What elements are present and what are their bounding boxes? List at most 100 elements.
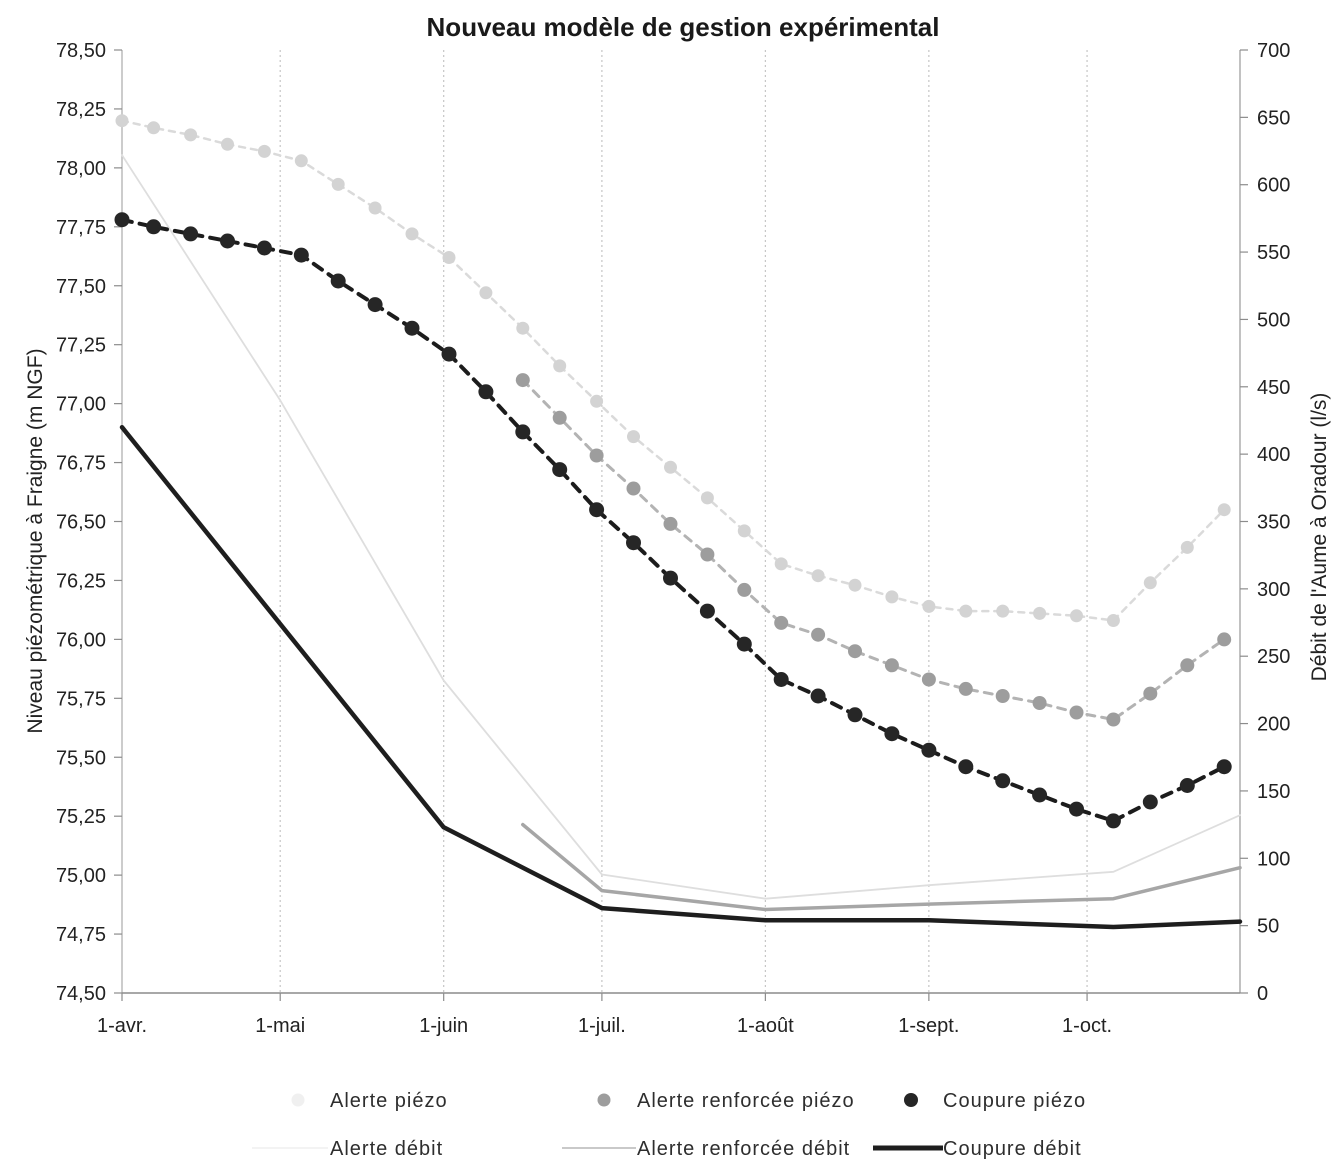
right-axis-ticks: 0 50 100 150 200 250 300 350 400 450 500 550 600 650 7… — [1240, 40, 1290, 1005]
legend-label-alerte-renforcee-piezo: Alerte renforcée piézo — [637, 1090, 855, 1112]
right-tick-label: 200 — [1257, 714, 1290, 736]
coupure-debit-line — [119, 424, 1243, 930]
coupure-piezo-point — [1069, 801, 1084, 817]
coupure-piezo-point — [884, 726, 900, 742]
alerte-piezo-point — [516, 321, 530, 335]
coupure-piezo-point — [183, 226, 199, 242]
right-tick-label: 100 — [1257, 848, 1290, 870]
coupure-piezo-point — [1179, 778, 1195, 793]
coupure-piezo-point — [626, 535, 641, 551]
coupure-piezo-point — [515, 424, 531, 440]
alerte-piezo-point — [1217, 503, 1231, 517]
alerte-renforcee-piezo-point — [1180, 658, 1195, 673]
coupure-piezo-point — [773, 672, 789, 687]
x-tick-label: 1-mai — [255, 1015, 305, 1037]
right-tick-label: 350 — [1257, 512, 1290, 534]
coupure-piezo-point — [146, 219, 162, 235]
alerte-piezo-point — [885, 590, 899, 604]
right-tick-label: 300 — [1257, 579, 1290, 601]
left-tick-label: 77,50 — [56, 276, 106, 298]
coupure-piezo-point — [663, 570, 678, 586]
alerte-piezo-point — [774, 557, 788, 571]
vertical-gridlines — [279, 50, 1088, 993]
alerte-piezo-point — [590, 394, 604, 408]
alerte-renforcee-piezo-point — [1106, 712, 1121, 727]
series-coupure-debit — [119, 424, 1243, 930]
alerte-debit-line — [121, 154, 1241, 900]
alerte-piezo-point — [664, 460, 677, 474]
alerte-renforcee-debit-line — [521, 822, 1242, 912]
left-tick-label: 74,75 — [56, 924, 106, 946]
right-tick-label: 50 — [1257, 916, 1279, 938]
alerte-renforcee-piezo-point — [737, 582, 752, 597]
alerte-piezo-point — [922, 599, 936, 613]
right-tick-label: 700 — [1257, 40, 1290, 62]
alerte-piezo-point — [1143, 576, 1157, 590]
alerte-renforcee-piezo-point — [700, 547, 715, 562]
left-tick-label: 77,25 — [56, 335, 106, 357]
right-tick-label: 250 — [1257, 646, 1290, 668]
x-tick-label: 1-juin — [419, 1015, 468, 1037]
coupure-piezo-point — [330, 273, 346, 289]
alerte-renforcee-piezo-point — [884, 658, 899, 673]
alerte-renforcee-piezo-point — [811, 627, 826, 642]
coupure-piezo-point — [256, 240, 272, 256]
coupure-piezo-point — [114, 212, 130, 228]
right-tick-label: 500 — [1257, 309, 1290, 331]
alerte-piezo-point — [737, 524, 751, 538]
alerte-piezo-point — [442, 251, 456, 264]
alerte-piezo-point — [811, 569, 825, 583]
coupure-piezo-point — [220, 233, 235, 249]
series-coupure-piezo — [114, 212, 1232, 829]
alerte-renforcee-piezo-point — [848, 644, 862, 659]
alerte-piezo-point — [848, 578, 862, 592]
alerte-renforcee-piezo-point — [774, 615, 789, 630]
left-tick-label: 76,75 — [56, 453, 106, 475]
right-tick-label: 550 — [1257, 242, 1290, 264]
left-tick-label: 76,00 — [56, 629, 106, 651]
left-tick-label: 75,25 — [56, 806, 106, 828]
right-tick-label: 0 — [1257, 983, 1268, 1005]
legend-label-alerte-renforcee-debit: Alerte renforcée débit — [637, 1138, 850, 1160]
alerte-piezo-point — [1180, 540, 1194, 554]
series-alerte-renforcee-piezo — [515, 373, 1232, 727]
alerte-piezo-point — [1106, 614, 1120, 627]
alerte-piezo-point — [627, 430, 640, 444]
legend-label-coupure-debit: Coupure débit — [943, 1138, 1082, 1160]
alerte-renforcee-piezo-point — [515, 373, 530, 388]
coupure-piezo-point — [921, 742, 937, 758]
left-tick-label: 76,25 — [56, 570, 106, 592]
coupure-piezo-point — [1142, 794, 1158, 810]
alerte-renforcee-piezo-point — [1069, 705, 1084, 720]
x-tick-label: 1-avr. — [97, 1015, 147, 1037]
alerte-renforcee-piezo-point — [552, 410, 567, 425]
left-tick-label: 75,00 — [56, 865, 106, 887]
alerte-renforcee-piezo-point — [958, 681, 973, 696]
right-tick-label: 400 — [1257, 444, 1290, 466]
alerte-renforcee-piezo-point — [589, 448, 604, 463]
legend-item-alerte-renforcee-piezo: Alerte renforcée piézo — [597, 1090, 855, 1112]
left-tick-label: 78,25 — [56, 99, 106, 121]
axis-lines — [121, 50, 1241, 994]
legend-label-alerte-piezo: Alerte piézo — [330, 1090, 448, 1112]
coupure-piezo-point — [404, 320, 420, 336]
coupure-piezo-point — [478, 384, 494, 400]
alerte-piezo-point — [700, 491, 714, 505]
alerte-renforcee-piezo-line — [521, 378, 1226, 721]
right-tick-label: 150 — [1257, 781, 1290, 803]
legend-item-coupure-piezo: Coupure piézo — [904, 1090, 1085, 1112]
alerte-piezo-point — [553, 359, 567, 373]
coupure-piezo-point — [847, 707, 863, 723]
alerte-piezo-point — [331, 177, 345, 191]
x-tick-label: 1-août — [737, 1015, 794, 1037]
coupure-piezo-point — [958, 759, 974, 775]
left-axis-title: Niveau piézométrique à Fraigne (m NGF) — [24, 348, 47, 733]
left-tick-label: 78,00 — [56, 158, 106, 180]
right-tick-label: 650 — [1257, 107, 1290, 129]
coupure-piezo-point — [699, 603, 715, 619]
coupure-piezo-point — [1105, 813, 1121, 829]
alerte-piezo-point — [221, 137, 234, 151]
left-tick-label: 75,75 — [56, 688, 106, 710]
alerte-piezo-point — [147, 121, 161, 135]
